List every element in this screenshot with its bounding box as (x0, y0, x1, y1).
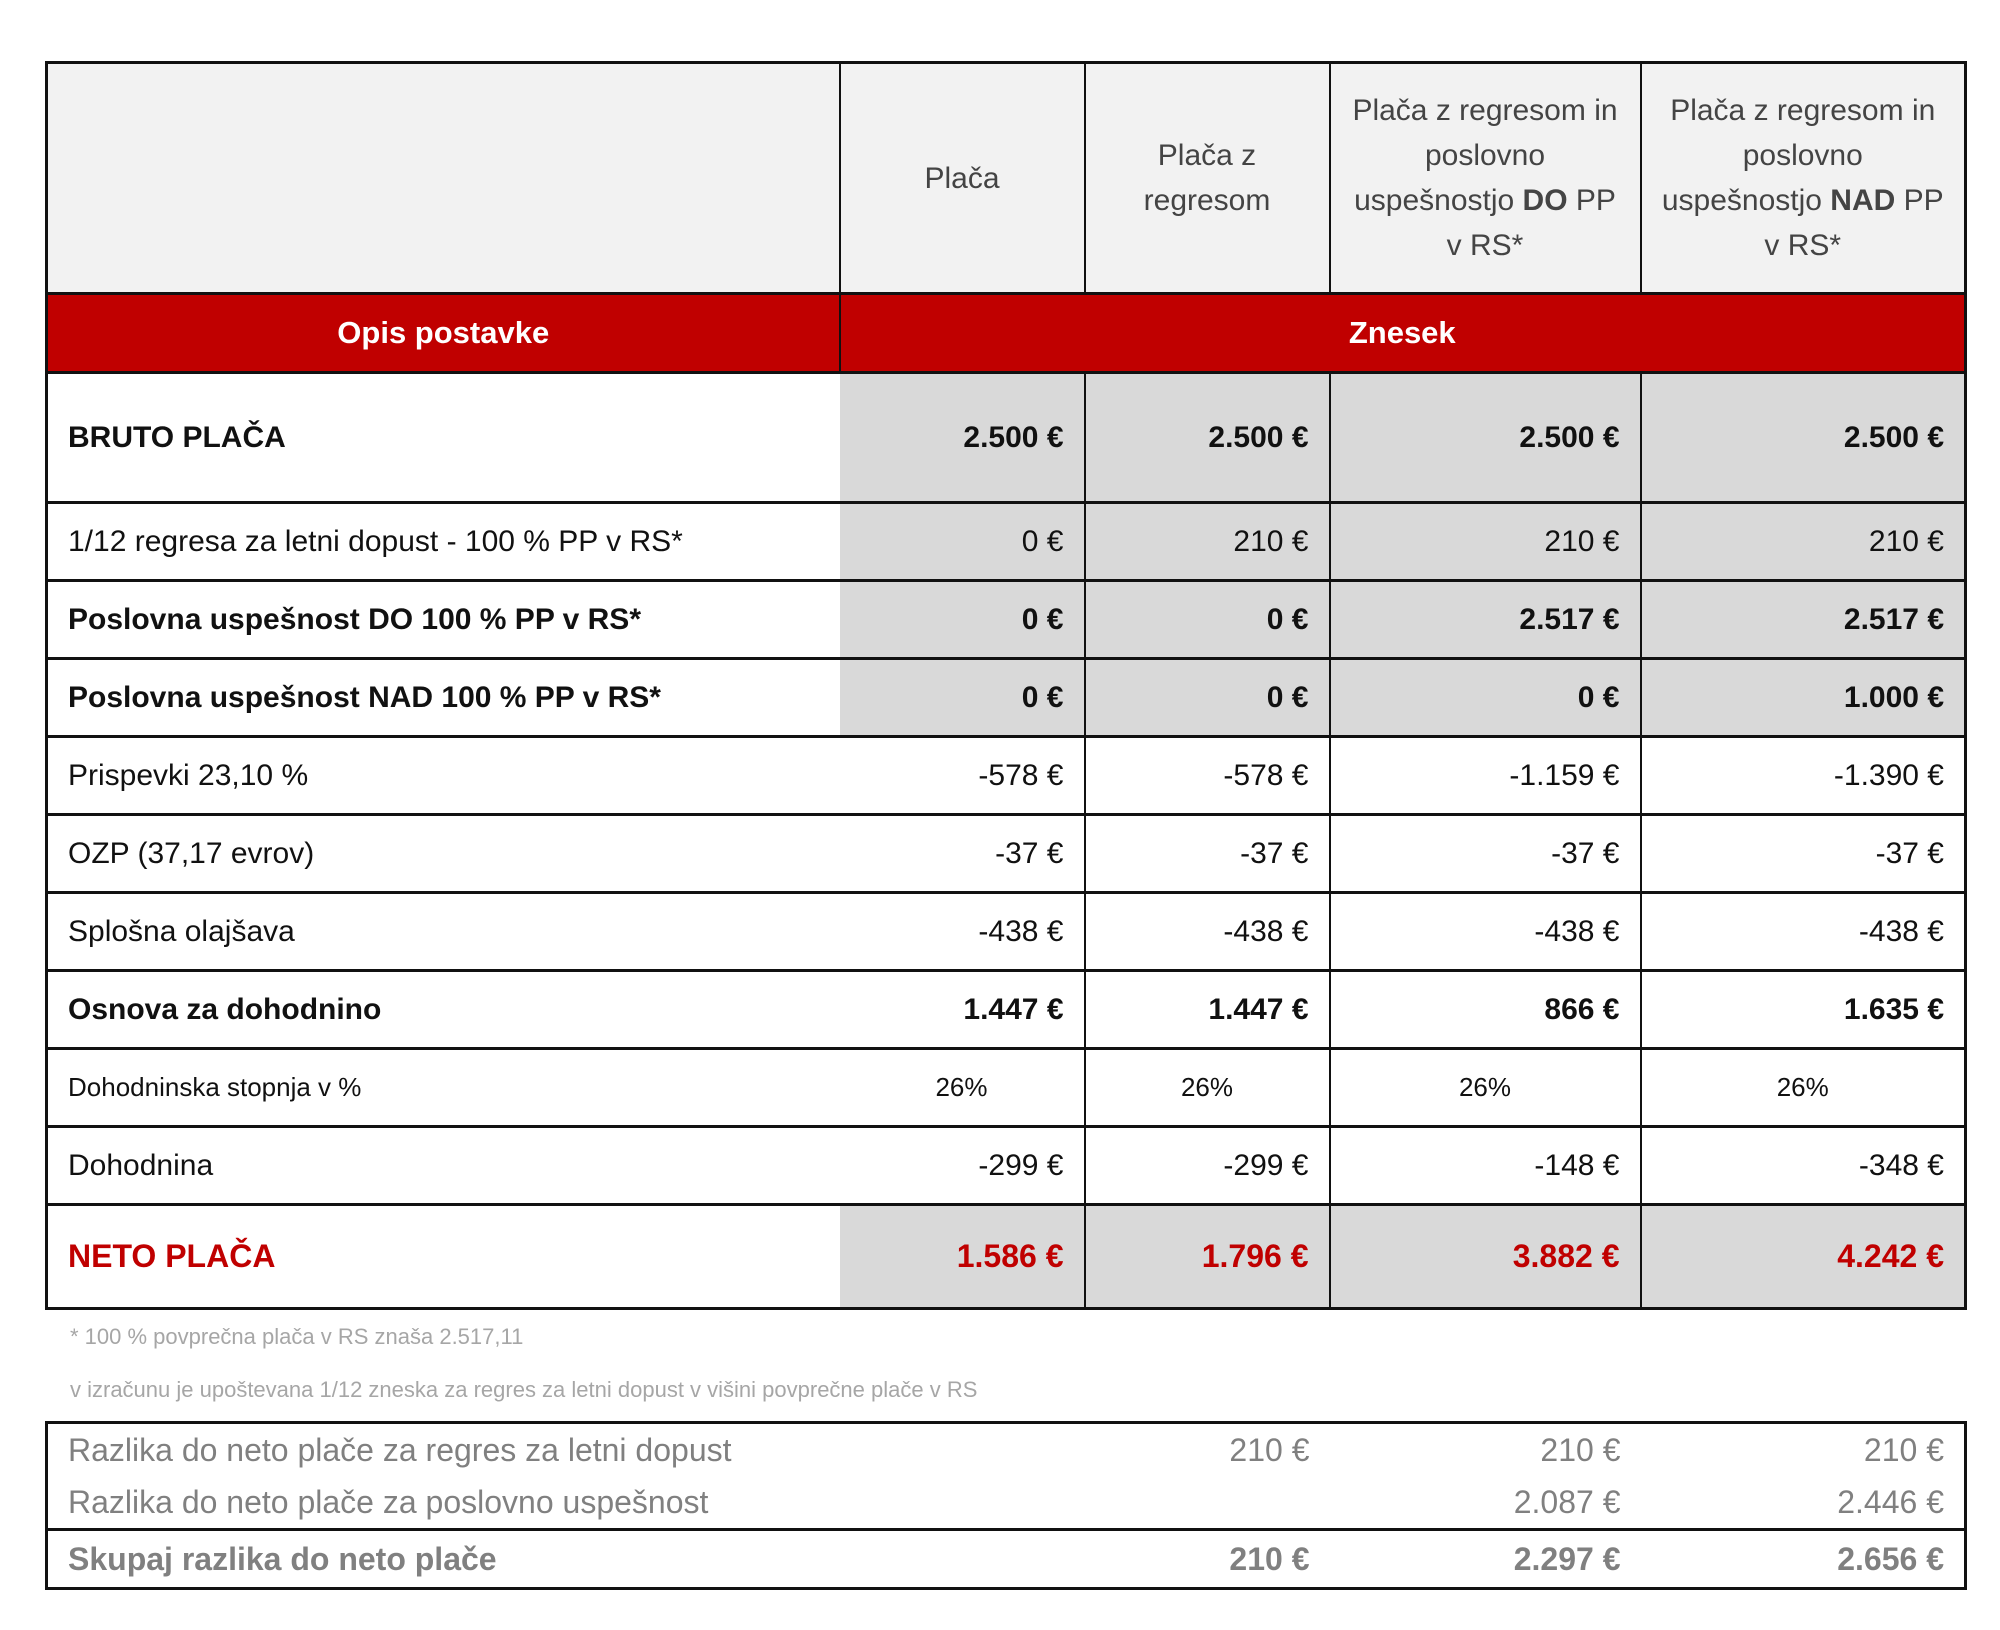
difference-row: Razlika do neto plače za poslovno uspešn… (47, 1476, 1966, 1530)
row-value: -578 € (1083, 735, 1330, 816)
row-value: 210 € (1639, 501, 1966, 582)
table-row: Dohodnina -299 € -299 € -148 € -348 € (46, 1125, 1966, 1206)
row-label: Dohodnina (46, 1125, 840, 1206)
row-value: 1.447 € (1083, 969, 1330, 1050)
row-label: Poslovna uspešnost DO 100 % PP v RS* (46, 579, 840, 660)
table-row: OZP (37,17 evrov) -37 € -37 € -37 € -37 € (46, 813, 1966, 894)
section-header-row: Opis postavke Znesek (46, 292, 1966, 374)
row-value: 2.500 € (1083, 371, 1330, 504)
difference-label: Skupaj razlika do neto plače (46, 1528, 840, 1589)
row-value: -37 € (1083, 813, 1330, 894)
difference-value (839, 1528, 1085, 1589)
table-row: NETO PLAČA 1.586 €1.796 €3.882 €4.242 € (46, 1203, 1966, 1310)
row-label: NETO PLAČA (46, 1203, 840, 1310)
row-value: 1.000 € (1639, 657, 1966, 738)
table-row: Poslovna uspešnost NAD 100 % PP v RS* 0 €… (46, 657, 1966, 738)
row-label: BRUTO PLAČA (46, 371, 840, 504)
row-label: Poslovna uspešnost NAD 100 % PP v RS* (46, 657, 840, 738)
table-row: Splošna olajšava -438 € -438 € -438 € -438 € (46, 891, 1966, 972)
row-value: 866 € (1328, 969, 1641, 1050)
column-header-row: Plača Plača z regresom Plača z regresom … (46, 61, 1966, 295)
row-value: 26% (1639, 1047, 1966, 1128)
difference-row: Skupaj razlika do neto plače 210 €2.297 €… (46, 1528, 1966, 1589)
row-value: 1.796 € (1083, 1203, 1330, 1310)
row-value: -148 € (1328, 1125, 1641, 1206)
table-row: 1/12 regresa za letni dopust - 100 % PP … (46, 501, 1966, 582)
difference-value: 210 € (1084, 1528, 1330, 1589)
row-value: -438 € (1639, 891, 1966, 972)
row-value: 0 € (839, 657, 1085, 738)
row-value: 1.635 € (1639, 969, 1966, 1050)
difference-value: 2.297 € (1329, 1528, 1641, 1589)
row-value: -1.159 € (1328, 735, 1641, 816)
header-placa-do: Plača z regresom in poslovno uspešnostjo… (1328, 61, 1641, 295)
row-value: 26% (839, 1047, 1085, 1128)
table-row: Osnova za dohodnino 1.447 €1.447 €866 €1.… (46, 969, 1966, 1050)
row-label: Prispevki 23,10 % (46, 735, 840, 816)
row-value: 0 € (1083, 579, 1330, 660)
row-value: 2.500 € (1328, 371, 1641, 504)
difference-table: Razlika do neto plače za regres za letni… (45, 1421, 1967, 1590)
difference-value: 2.087 € (1513, 1483, 1621, 1520)
row-value: -438 € (1328, 891, 1641, 972)
row-value: 210 € (1328, 501, 1641, 582)
row-value: 1.447 € (839, 969, 1085, 1050)
header-placa-nad: Plača z regresom in poslovno uspešnostjo… (1639, 61, 1966, 295)
difference-value: 2.446 € (1837, 1483, 1944, 1520)
footnote-regres: v izračunu je upoštevana 1/12 zneska za … (70, 1377, 978, 1402)
row-value: 2.517 € (1328, 579, 1641, 660)
row-value: -1.390 € (1639, 735, 1966, 816)
row-value: 3.882 € (1328, 1203, 1641, 1310)
table-row: Poslovna uspešnost DO 100 % PP v RS* 0 €0… (46, 579, 1966, 660)
row-value: -37 € (1639, 813, 1966, 894)
difference-value: 210 € (1863, 1431, 1944, 1468)
row-label: Osnova za dohodnino (46, 969, 840, 1050)
difference-value (840, 1476, 1085, 1530)
row-label: Splošna olajšava (46, 891, 840, 972)
header-placa: Plača (838, 61, 1085, 295)
difference-value: 210 € (1229, 1431, 1310, 1468)
row-label: OZP (37,17 evrov) (46, 813, 840, 894)
difference-row: Razlika do neto plače za regres za letni… (47, 1423, 1966, 1477)
row-value: 1.586 € (839, 1203, 1085, 1310)
table-row: Dohodninska stopnja v % 26% 26% 26% 26% (46, 1047, 1966, 1128)
row-value: 2.517 € (1639, 579, 1966, 660)
difference-value: 210 € (1540, 1431, 1621, 1468)
row-value: -37 € (839, 813, 1085, 894)
table-row: BRUTO PLAČA 2.500 €2.500 €2.500 €2.500 € (46, 371, 1966, 504)
header-empty (46, 61, 840, 295)
row-value: 2.500 € (1639, 371, 1966, 504)
row-value: -438 € (1083, 891, 1330, 972)
footnote-average-salary: * 100 % povprečna plača v RS znaša 2.517… (70, 1324, 524, 1349)
row-value: 0 € (1328, 657, 1641, 738)
row-value: 26% (1328, 1047, 1641, 1128)
row-value: 210 € (1083, 501, 1330, 582)
table-row: Prispevki 23,10 % -578 € -578 € -1.159 € -1.… (46, 735, 1966, 816)
row-value: -299 € (839, 1125, 1085, 1206)
difference-value: 2.656 € (1640, 1528, 1966, 1589)
row-value: -348 € (1639, 1125, 1966, 1206)
row-value: -299 € (1083, 1125, 1330, 1206)
row-value: -578 € (839, 735, 1085, 816)
row-value: 4.242 € (1639, 1203, 1966, 1310)
row-value: 26% (1083, 1047, 1330, 1128)
znesek-header: Znesek (838, 292, 1966, 374)
salary-table: Plača Plača z regresom Plača z regresom … (45, 61, 1967, 1310)
row-value: 0 € (839, 501, 1085, 582)
header-placa-regres: Plača z regresom (1083, 61, 1330, 295)
row-value: 0 € (1083, 657, 1330, 738)
difference-value (840, 1423, 1085, 1477)
opis-postavke-header: Opis postavke (46, 292, 840, 374)
difference-label: Razlika do neto plače za poslovno uspešn… (68, 1483, 709, 1520)
row-value: -37 € (1328, 813, 1641, 894)
row-label: Dohodninska stopnja v % (46, 1047, 840, 1128)
row-value: -438 € (839, 891, 1085, 972)
row-value: 2.500 € (839, 371, 1085, 504)
row-label: 1/12 regresa za letni dopust - 100 % PP … (46, 501, 840, 582)
difference-label: Razlika do neto plače za regres za letni… (68, 1431, 732, 1468)
row-value: 0 € (839, 579, 1085, 660)
difference-value (1085, 1476, 1330, 1530)
